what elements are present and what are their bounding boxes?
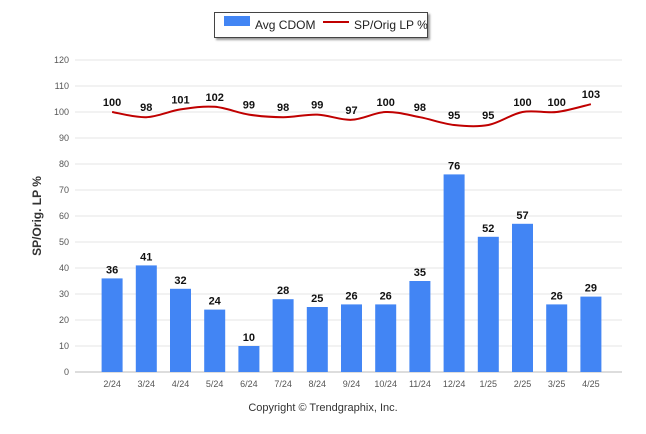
bar bbox=[341, 304, 362, 372]
x-tick-label: 3/24 bbox=[138, 379, 156, 389]
bar bbox=[101, 278, 123, 372]
bar bbox=[443, 174, 465, 372]
bar-series bbox=[101, 174, 602, 372]
legend-swatch-line bbox=[323, 21, 349, 23]
bar-data-label: 26 bbox=[345, 290, 357, 302]
bar-data-label: 57 bbox=[516, 210, 528, 222]
bar bbox=[204, 309, 226, 372]
data-labels: 36 41 32 24 10 28 25 26 26 35 76 52 57 26 29 100 98 101 10… bbox=[103, 89, 600, 344]
x-tick-label: 7/24 bbox=[274, 379, 292, 389]
y-tick-label: 90 bbox=[59, 133, 69, 143]
bar-data-label: 26 bbox=[380, 290, 392, 302]
x-tick-label: 10/24 bbox=[374, 379, 397, 389]
y-tick-label: 100 bbox=[54, 107, 69, 117]
y-tick-label: 80 bbox=[59, 159, 69, 169]
x-tick-label: 4/24 bbox=[172, 379, 190, 389]
x-tick-label: 6/24 bbox=[240, 379, 258, 389]
bar bbox=[375, 304, 397, 372]
x-tick-label: 3/25 bbox=[548, 379, 566, 389]
bar bbox=[409, 281, 431, 372]
legend: Avg CDOM SP/Orig LP % bbox=[214, 12, 428, 38]
y-tick-label: 70 bbox=[59, 185, 69, 195]
line-data-label: 98 bbox=[140, 102, 152, 114]
line-data-label: 100 bbox=[103, 97, 121, 109]
x-tick-label: 12/24 bbox=[443, 379, 466, 389]
x-tick-label: 2/25 bbox=[514, 379, 532, 389]
line-data-label: 97 bbox=[345, 105, 357, 117]
bar-data-label: 52 bbox=[482, 223, 494, 235]
bar bbox=[580, 296, 602, 372]
legend-label-sp: SP/Orig LP % bbox=[354, 18, 428, 32]
y-tick-label: 10 bbox=[59, 341, 69, 351]
bar-data-label: 29 bbox=[585, 283, 597, 295]
bar-data-label: 76 bbox=[448, 160, 460, 172]
bar-data-label: 41 bbox=[140, 251, 152, 263]
y-tick-label: 0 bbox=[64, 367, 69, 377]
x-axis-ticks: 2/24 3/24 4/24 5/24 6/24 7/24 8/24 9/24 10/24 11/… bbox=[103, 379, 599, 389]
y-tick-label: 60 bbox=[59, 211, 69, 221]
bar-data-label: 10 bbox=[243, 332, 255, 344]
sp-line bbox=[111, 103, 592, 128]
y-tick-label: 20 bbox=[59, 315, 69, 325]
y-tick-label: 120 bbox=[54, 55, 69, 65]
x-tick-label: 5/24 bbox=[206, 379, 224, 389]
bar-data-label: 32 bbox=[174, 275, 186, 287]
y-axis-title: SP/Orig. LP % bbox=[30, 176, 44, 256]
bar bbox=[477, 236, 499, 372]
y-axis-ticks: 0 10 20 30 40 50 60 70 80 90 100 110 120 bbox=[54, 55, 69, 377]
line-data-label: 100 bbox=[377, 97, 395, 109]
line-data-label: 98 bbox=[277, 102, 289, 114]
legend-label-cdom: Avg CDOM bbox=[255, 18, 316, 32]
line-data-label: 100 bbox=[548, 97, 566, 109]
line-series bbox=[111, 103, 592, 128]
x-tick-label: 11/24 bbox=[409, 379, 431, 389]
x-tick-label: 9/24 bbox=[343, 379, 361, 389]
line-data-label: 98 bbox=[414, 102, 426, 114]
bar-data-label: 36 bbox=[106, 264, 118, 276]
bar bbox=[512, 223, 533, 372]
line-data-label: 95 bbox=[482, 110, 494, 122]
bar bbox=[306, 307, 328, 372]
line-data-label: 101 bbox=[171, 94, 189, 106]
x-tick-label: 4/25 bbox=[582, 379, 600, 389]
line-data-label: 103 bbox=[582, 89, 600, 101]
bar bbox=[238, 346, 260, 372]
line-data-label: 102 bbox=[206, 92, 224, 104]
line-data-label: 99 bbox=[311, 100, 323, 112]
bar bbox=[135, 265, 157, 372]
bar bbox=[170, 288, 191, 372]
line-data-label: 99 bbox=[243, 100, 255, 112]
bar-data-label: 28 bbox=[277, 285, 289, 297]
bar-data-label: 24 bbox=[209, 296, 222, 308]
bar-data-label: 25 bbox=[311, 293, 323, 305]
y-tick-label: 40 bbox=[59, 263, 69, 273]
bar bbox=[272, 299, 294, 372]
x-tick-label: 1/25 bbox=[480, 379, 498, 389]
legend-swatch-bar bbox=[224, 16, 250, 26]
y-tick-label: 50 bbox=[59, 237, 69, 247]
x-tick-label: 8/24 bbox=[309, 379, 327, 389]
bar-data-label: 35 bbox=[414, 267, 426, 279]
line-data-label: 100 bbox=[513, 97, 531, 109]
bar bbox=[546, 304, 568, 372]
copyright-text: Copyright © Trendgraphix, Inc. bbox=[248, 402, 398, 414]
y-tick-label: 30 bbox=[59, 289, 69, 299]
x-tick-label: 2/24 bbox=[103, 379, 121, 389]
line-data-label: 95 bbox=[448, 110, 460, 122]
y-tick-label: 110 bbox=[55, 81, 69, 91]
bar-data-label: 26 bbox=[551, 290, 563, 302]
